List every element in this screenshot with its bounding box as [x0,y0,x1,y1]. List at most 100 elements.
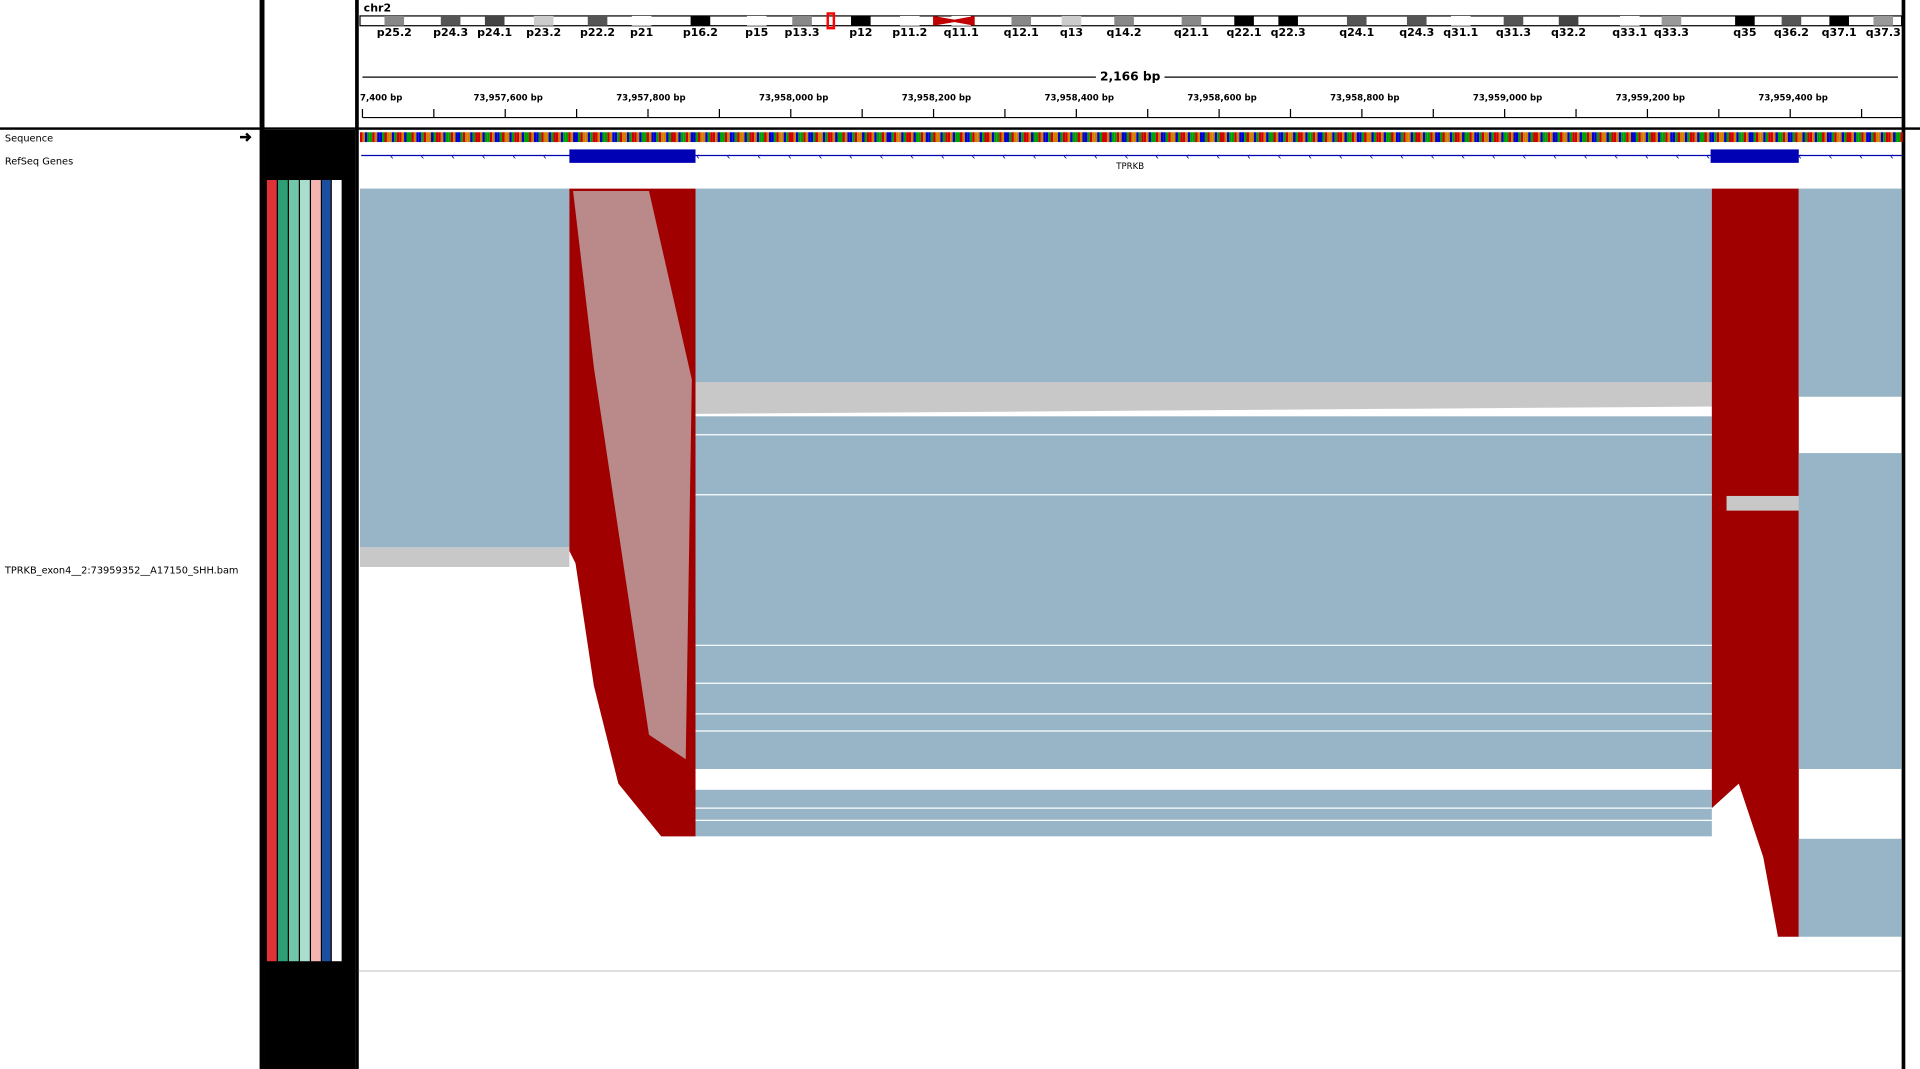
base [1057,132,1061,143]
band [384,15,405,26]
base [1133,132,1137,143]
strand: ‹ [1033,152,1037,163]
base [1569,132,1573,143]
base [1680,132,1683,143]
base [580,132,583,143]
band-label: q37.1 [1822,26,1857,39]
base [1594,132,1597,143]
base [1560,132,1563,143]
base [1173,132,1176,143]
base [886,132,889,143]
base [1442,132,1445,143]
base [1792,132,1796,143]
base [1616,132,1619,143]
base [1518,132,1521,143]
base [896,132,899,143]
base [1013,132,1017,143]
base [1251,132,1254,143]
strand: ‹ [1676,152,1680,163]
base [1388,132,1392,143]
base [1716,132,1720,143]
base [656,132,659,143]
base [443,132,446,143]
base [857,132,860,143]
base [1234,132,1237,143]
base [1885,132,1889,143]
base [1327,132,1330,143]
base [1459,132,1463,143]
strand: ‹ [972,152,976,163]
base [1841,132,1845,143]
band-label: p16.2 [683,26,718,39]
base [1197,132,1200,143]
base [1655,132,1658,143]
base [1755,132,1759,143]
centromere [933,15,962,26]
base [908,132,912,143]
band [587,15,608,26]
base [558,132,561,143]
base [827,132,831,143]
exon [1710,149,1799,163]
base [854,132,858,143]
base [1599,132,1602,143]
base [1097,132,1100,143]
base [1177,132,1181,143]
base [582,132,586,143]
base [612,132,615,143]
base [1190,132,1193,143]
base [1670,132,1673,143]
base [1829,132,1832,143]
base [1219,132,1223,143]
base [401,132,405,143]
base [964,132,968,143]
base [1533,132,1536,143]
base [1484,132,1487,143]
base [1773,132,1776,143]
base [506,132,510,143]
band-label: q36.2 [1774,26,1809,39]
base [697,132,701,143]
base [935,132,938,143]
base [543,132,547,143]
strand: ‹ [1798,152,1802,163]
strand: ‹ [1492,152,1496,163]
base [514,132,517,143]
base [1280,132,1284,143]
base [1623,132,1627,143]
band [440,15,461,26]
base [1437,132,1440,143]
base [1858,132,1862,143]
base [842,132,845,143]
base [555,132,559,143]
base [573,132,576,143]
base [1229,132,1232,143]
span-bg [1095,68,1165,86]
base [1591,132,1595,143]
base [1797,132,1800,143]
base [982,132,985,143]
base [511,132,515,143]
band-label: p24.3 [433,26,468,39]
band-label: q31.3 [1496,26,1531,39]
base [1488,132,1492,143]
base [952,132,956,143]
strand: ‹ [849,152,853,163]
base [592,132,596,143]
base [470,132,473,143]
base [1099,132,1103,143]
base [1528,132,1531,143]
position-label: 73,959,200 bp [1616,93,1685,103]
base [1300,132,1303,143]
base [1435,132,1438,143]
strand-arrow[interactable] [240,132,252,142]
base [996,132,1000,143]
base [1116,132,1120,143]
base [1501,132,1504,143]
base [732,132,735,143]
base [1795,132,1798,143]
base [1547,132,1551,143]
base [462,132,466,143]
base [460,132,463,143]
base [1667,132,1671,143]
